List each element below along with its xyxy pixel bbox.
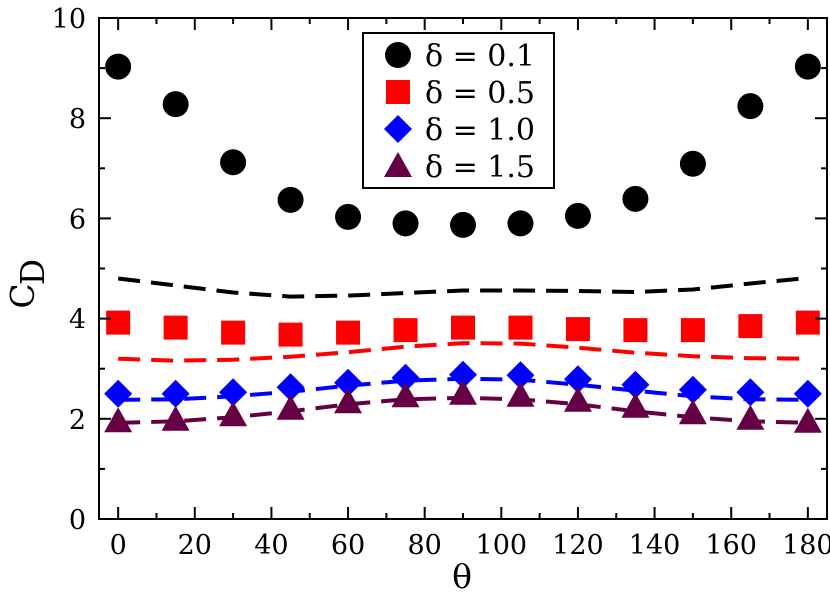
marker-series-2 [278, 322, 303, 347]
x-tick-label: 100 [476, 530, 528, 561]
marker-series-3 [506, 361, 535, 390]
marker-series-2 [565, 317, 590, 342]
marker-series-4 [678, 399, 707, 425]
marker-series-4 [219, 401, 248, 427]
dashed-line-series-1 [117, 276, 808, 299]
marker-series-3 [678, 375, 707, 404]
marker-series-1 [507, 210, 534, 237]
marker-series-2 [508, 315, 533, 340]
marker-series-4 [793, 407, 822, 433]
marker-series-1 [220, 149, 247, 176]
marker-series-2 [163, 315, 188, 340]
marker-series-1 [737, 93, 764, 120]
marker-series-1 [105, 53, 132, 80]
plot-area [104, 53, 822, 433]
marker-series-4 [161, 405, 190, 431]
x-tick-label: 20 [178, 530, 212, 561]
legend-label-series-1: δ = 0.1 [425, 39, 535, 74]
marker-series-3 [736, 378, 765, 407]
x-tick-label: 140 [629, 530, 681, 561]
legend-label-series-3: δ = 1.0 [425, 113, 535, 148]
x-tick-label: 80 [408, 530, 442, 561]
marker-series-3 [104, 379, 133, 408]
marker-series-2 [795, 310, 820, 335]
legend-marker-series-3 [384, 115, 412, 143]
legend-label-series-2: δ = 0.5 [425, 76, 535, 111]
marker-series-3 [449, 360, 477, 389]
marker-series-3 [161, 379, 190, 408]
legend-marker-series-4 [384, 152, 412, 177]
y-tick-label: 6 [69, 204, 86, 235]
marker-series-2 [393, 318, 418, 343]
marker-series-3 [563, 365, 592, 394]
x-axis-label: θ [452, 557, 472, 592]
axis-ticks: 0 20 40 60 80 100 120 140 160 180 0 2 4 6 8 10 [52, 4, 830, 561]
marker-series-4 [391, 382, 420, 408]
marker-series-1 [450, 211, 476, 238]
y-tick-label: 0 [69, 505, 86, 536]
marker-series-2 [738, 314, 763, 339]
marker-series-1 [564, 202, 591, 229]
marker-series-4 [449, 379, 477, 405]
marker-series-2 [451, 315, 475, 340]
marker-series-4 [104, 407, 133, 433]
marker-series-3 [793, 379, 822, 408]
y-tick-label: 8 [69, 104, 86, 135]
legend: δ = 0.1δ = 0.5δ = 1.0δ = 1.5 [362, 32, 555, 189]
marker-series-3 [276, 373, 305, 402]
marker-series-2 [106, 310, 131, 335]
marker-series-3 [334, 368, 363, 397]
marker-series-4 [563, 386, 592, 412]
dashed-line-series-2 [118, 341, 808, 363]
legend-label-series-4: δ = 1.5 [425, 150, 535, 185]
marker-series-1 [335, 203, 362, 230]
marker-series-1 [277, 186, 304, 213]
marker-series-4 [276, 394, 305, 420]
x-tick-label: 180 [782, 530, 830, 561]
marker-series-1 [392, 210, 419, 237]
marker-series-1 [162, 91, 189, 118]
x-tick-label: 120 [552, 530, 604, 561]
marker-series-1 [622, 185, 649, 212]
marker-series-2 [221, 320, 246, 345]
marker-series-2 [680, 318, 705, 343]
marker-series-4 [736, 404, 765, 430]
marker-series-4 [506, 381, 535, 407]
y-axis-label-main: C [3, 283, 42, 308]
marker-series-3 [219, 378, 248, 407]
x-tick-label: 0 [110, 530, 127, 561]
marker-series-4 [334, 388, 363, 414]
x-tick-label: 60 [331, 530, 365, 561]
x-tick-label: 40 [254, 530, 288, 561]
marker-series-1 [794, 53, 821, 80]
marker-series-4 [621, 392, 650, 418]
legend-marker-series-2 [386, 80, 410, 104]
y-tick-label: 4 [69, 305, 86, 336]
y-tick-label: 10 [52, 4, 86, 35]
marker-series-2 [623, 318, 648, 343]
y-tick-label: 2 [69, 405, 86, 436]
x-tick-label: 160 [705, 530, 757, 561]
marker-series-2 [336, 320, 361, 345]
y-axis-label-subscript: D [13, 259, 52, 285]
marker-series-3 [391, 363, 420, 392]
y-axis-label: C D [3, 259, 52, 309]
marker-series-3 [621, 370, 650, 399]
legend-marker-series-1 [385, 42, 411, 68]
marker-series-1 [679, 150, 706, 177]
